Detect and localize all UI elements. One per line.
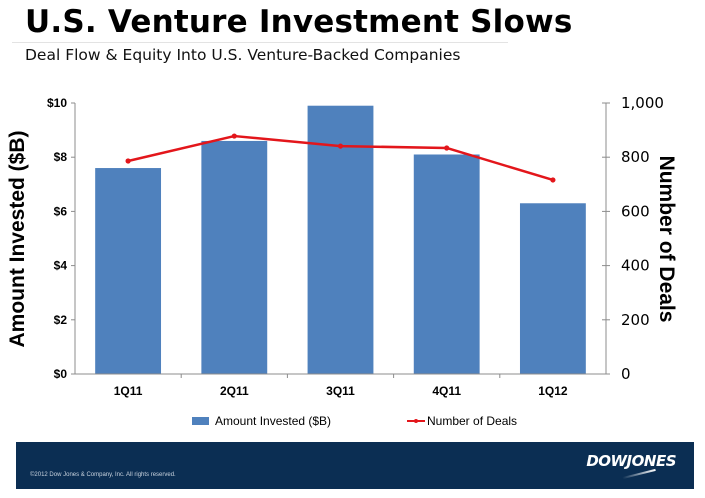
x-tick-label: 3Q11 xyxy=(326,384,355,398)
y-tick-label: $10 xyxy=(47,96,67,110)
y2-tick-label: 0 xyxy=(621,365,631,383)
deals-point-4Q11 xyxy=(444,145,450,151)
y-tick-label: $8 xyxy=(54,150,68,164)
bar-1Q12 xyxy=(519,203,586,374)
x-tick-label: 1Q12 xyxy=(538,384,568,398)
deals-point-1Q11 xyxy=(125,158,131,164)
bar-3Q11 xyxy=(307,105,374,375)
combo-chart: $0 $2 $4 $6 $8 $10 0 200 400 600 800 1,000 1Q11 2Q11 3… xyxy=(6,94,678,398)
dow-jones-logo: DOWJONES xyxy=(586,452,676,470)
legend-bar-swatch xyxy=(192,417,209,425)
copyright-text: ©2012 Dow Jones & Company, Inc. All righ… xyxy=(30,472,176,478)
y2-tick-label: 600 xyxy=(621,202,650,220)
bar-series xyxy=(95,105,586,375)
y2-tick-label: 200 xyxy=(621,311,650,329)
bar-2Q11 xyxy=(201,140,268,374)
y-tick-label: $0 xyxy=(54,367,68,381)
y2-tick-label: 800 xyxy=(621,148,650,166)
page-title: U.S. Venture Investment Slows xyxy=(25,4,573,40)
y-tick-label: $4 xyxy=(54,259,68,273)
page-subtitle: Deal Flow & Equity Into U.S. Venture-Bac… xyxy=(25,46,461,64)
deals-point-3Q11 xyxy=(337,143,344,149)
chart-legend: Amount Invested ($B) Number of Deals xyxy=(0,414,705,432)
x-tick-label: 2Q11 xyxy=(220,384,249,398)
y-axis-title: Amount Invested ($B) xyxy=(6,130,29,347)
y2-tick-label: 1,000 xyxy=(621,94,664,112)
legend-item-amount: Amount Invested ($B) xyxy=(192,414,331,428)
logo-swoosh-icon xyxy=(622,468,656,480)
y-tick-label: $2 xyxy=(54,313,68,327)
footer-bar: ©2012 Dow Jones & Company, Inc. All righ… xyxy=(16,442,694,489)
axes: $0 $2 $4 $6 $8 $10 0 200 400 600 800 1,000 1Q11 2Q11 3… xyxy=(47,94,664,398)
deals-point-2Q11 xyxy=(231,133,237,139)
y-tick-label: $6 xyxy=(54,204,68,218)
y2-tick-label: 400 xyxy=(621,257,650,275)
legend-label-amount: Amount Invested ($B) xyxy=(215,414,332,428)
deals-point-1Q12 xyxy=(550,177,556,183)
x-tick-label: 4Q11 xyxy=(432,384,461,398)
bar-1Q11 xyxy=(95,168,162,374)
legend-label-deals: Number of Deals xyxy=(427,414,518,428)
legend-line-swatch xyxy=(407,417,425,425)
y2-axis-title: Number of Deals xyxy=(655,156,678,323)
x-tick-label: 1Q11 xyxy=(114,384,143,398)
line-series xyxy=(125,133,556,183)
title-divider xyxy=(12,42,508,43)
bar-4Q11 xyxy=(413,154,480,374)
legend-item-deals: Number of Deals xyxy=(407,414,517,428)
